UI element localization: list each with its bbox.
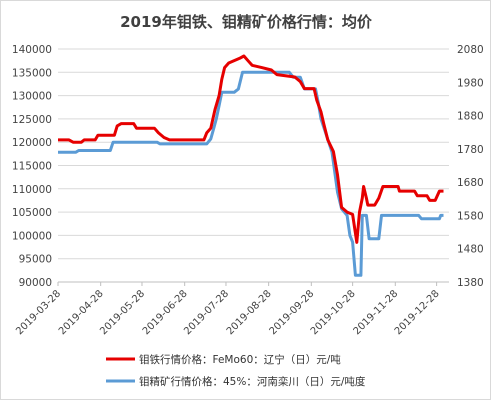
series-line-ore [58,70,444,277]
x-tick-label: 2019-05-28 [98,288,147,337]
right-y-axis: 1380 1480 1580 1680 1780 1880 1980 2080 [457,44,484,289]
x-tick-label: 2019-12-28 [393,288,442,337]
y-right-tick-label: 1880 [457,111,484,123]
y-left-tick-label: 140000 [12,44,52,56]
y-right-tick-label: 2080 [457,44,484,56]
chart-title: 2019年钼铁、钼精矿价格行情：均价 [120,13,373,31]
y-left-tick-label: 90000 [19,277,52,289]
x-tick-label: 2019-10-28 [309,288,358,337]
x-tick-label: 2019-07-28 [182,288,231,337]
y-left-tick-label: 95000 [19,254,52,266]
y-right-tick-label: 1580 [457,210,484,222]
series-layer [58,54,444,277]
grid-lines [58,48,449,283]
y-left-tick-label: 125000 [12,114,52,126]
y-left-tick-label: 110000 [12,184,52,196]
y-left-tick-label: 100000 [12,230,52,242]
y-left-tick-label: 120000 [12,137,52,149]
legend-label-ore: 钼精矿行情价格：45%：河南栾川（日）元/吨度 [139,375,366,388]
y-left-tick-label: 105000 [12,207,52,219]
y-right-tick-label: 1480 [457,244,484,256]
y-right-tick-label: 1980 [457,77,484,89]
x-axis: 2019-03-282019-04-282019-05-282019-06-28… [14,281,449,337]
legend: 钼铁行情价格：FeMo60：辽宁（日）元/吨 钼精矿行情价格：45%：河南栾川（… [106,353,366,388]
legend-label-femo: 钼铁行情价格：FeMo60：辽宁（日）元/吨 [139,353,341,366]
y-right-tick-label: 1780 [457,144,484,156]
x-tick-label: 2019-08-28 [225,288,274,337]
y-right-tick-label: 1680 [457,177,484,189]
y-right-tick-label: 1380 [457,277,484,289]
y-left-tick-label: 130000 [12,91,52,103]
left-y-axis: 90000 95000 100000 105000 110000 115000 120000… [12,44,52,289]
y-left-tick-label: 135000 [12,67,52,79]
x-tick-label: 2019-03-28 [14,288,63,337]
series-line-femo [58,54,444,244]
y-left-tick-label: 115000 [12,161,52,173]
